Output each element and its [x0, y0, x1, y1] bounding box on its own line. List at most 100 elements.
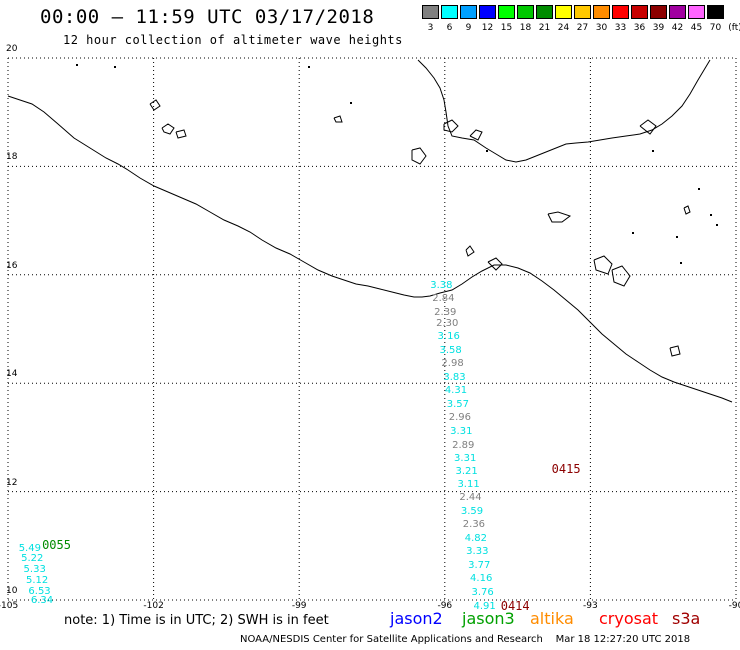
legend-label: 27	[576, 23, 589, 33]
legend-label: 42	[671, 23, 684, 33]
wave-height-value: 4.16	[470, 573, 493, 585]
wave-height-value: 2.98	[441, 358, 464, 370]
legend-swatch	[460, 5, 477, 19]
wave-height-value: 3.11	[457, 479, 480, 491]
legend-label: 30	[595, 23, 608, 33]
wave-height-value: 3.38	[430, 279, 453, 291]
latitude-label: 18	[6, 152, 18, 163]
legend-label: 12	[481, 23, 494, 33]
wave-height-value: 4.91	[473, 600, 496, 612]
island-outline	[611, 265, 631, 287]
legend-label: 21	[538, 23, 551, 33]
legend-label: 36	[633, 23, 646, 33]
legend-label: 3	[427, 23, 434, 33]
wave-height-value: 5.33	[23, 564, 46, 576]
legend-label: 33	[614, 23, 627, 33]
legend-label: 45	[690, 23, 703, 33]
legend-label: 15	[500, 23, 513, 33]
legend-swatch	[574, 5, 591, 19]
islet	[710, 214, 712, 216]
wave-height-value: 3.21	[455, 465, 478, 477]
longitude-label: -96	[437, 601, 453, 611]
coastline-mainland	[7, 95, 733, 403]
longitude-label: -105	[0, 601, 19, 611]
wave-height-value: 3.77	[468, 559, 491, 571]
legend-swatch	[612, 5, 629, 19]
wave-height-value: 4.31	[444, 385, 468, 397]
longitude-label: -93	[583, 601, 598, 611]
island-outline	[333, 115, 343, 123]
wave-height-value: 2.30	[436, 317, 459, 329]
legend-swatch	[707, 5, 724, 19]
satellite-jason2: jason2	[390, 609, 443, 628]
legend-swatch	[688, 5, 705, 19]
legend-label: 39	[652, 23, 665, 33]
credit-line: NOAA/NESDIS Center for Satellite Applica…	[240, 634, 691, 645]
pass-time-label: 0414	[500, 598, 530, 613]
island-outline	[149, 99, 161, 111]
wave-height-value: 5.12	[25, 575, 49, 587]
island-outline	[465, 245, 475, 257]
satellite-jason3: jason3	[462, 609, 515, 628]
legend-swatch	[669, 5, 686, 19]
island-outline	[487, 257, 503, 271]
latitude-label: 16	[6, 260, 18, 271]
legend-label: 6	[446, 23, 453, 33]
latitude-label: 12	[6, 477, 18, 488]
coastline	[7, 59, 733, 403]
legend-swatch	[536, 5, 553, 19]
latitude-label: 10	[6, 586, 18, 596]
wave-height-value: 2.96	[448, 412, 471, 424]
chart-subtitle: 12 hour collection of altimeter wave hei…	[63, 33, 403, 47]
wave-height-value: 2.44	[459, 492, 482, 504]
legend-label: 24	[557, 23, 570, 33]
wave-height-value: 2.36	[462, 519, 486, 531]
island-outline	[161, 123, 175, 135]
islet	[652, 150, 654, 152]
wave-height-value: 2.89	[452, 439, 475, 451]
islands	[76, 64, 718, 357]
island-outline	[683, 205, 691, 215]
legend-swatch	[479, 5, 496, 19]
latitude-label: 20	[6, 44, 18, 54]
islet	[676, 236, 678, 238]
wave-height-value: 3.33	[466, 546, 489, 558]
island-outline	[593, 255, 613, 275]
coastline-yucatan	[417, 59, 711, 163]
wave-height-value: 3.31	[454, 453, 477, 465]
island-outline	[443, 119, 459, 133]
longitude-label: -102	[143, 601, 164, 611]
wave-height-value: 3.57	[446, 398, 470, 410]
legend-swatch	[517, 5, 534, 19]
wave-height-value: 3.16	[437, 331, 460, 343]
islet	[716, 224, 718, 226]
legend-swatch	[555, 5, 572, 19]
wave-height-value: 2.84	[432, 293, 455, 305]
islet	[486, 150, 488, 152]
wave-height-value: 3.83	[443, 371, 466, 383]
satellite-s3a: s3a	[672, 609, 701, 628]
islet	[114, 66, 116, 68]
legend-swatch	[441, 5, 458, 19]
wave-height-value: 3.58	[439, 344, 462, 356]
legend-unit: (ft)	[728, 23, 740, 33]
island-outline	[547, 211, 572, 223]
latitude-label: 14	[6, 369, 18, 380]
islet	[76, 64, 78, 66]
island-outline	[469, 129, 483, 141]
legend-swatch	[631, 5, 648, 19]
legend-swatch	[593, 5, 610, 19]
islet	[698, 188, 700, 190]
wave-height-value: 6.53	[28, 585, 51, 597]
wave-height-value: 2.39	[434, 306, 457, 318]
legend-label: 9	[465, 23, 472, 33]
legend-swatch	[498, 5, 515, 19]
wave-height-value: 3.59	[460, 505, 484, 517]
islet	[632, 232, 634, 234]
wave-height-value: 3.76	[471, 586, 494, 598]
wave-height-value: 6.34	[30, 595, 54, 607]
wave-height-value: 3.31	[450, 425, 473, 437]
wave-height-value: 5.22	[21, 553, 44, 565]
legend-label: 18	[519, 23, 532, 33]
